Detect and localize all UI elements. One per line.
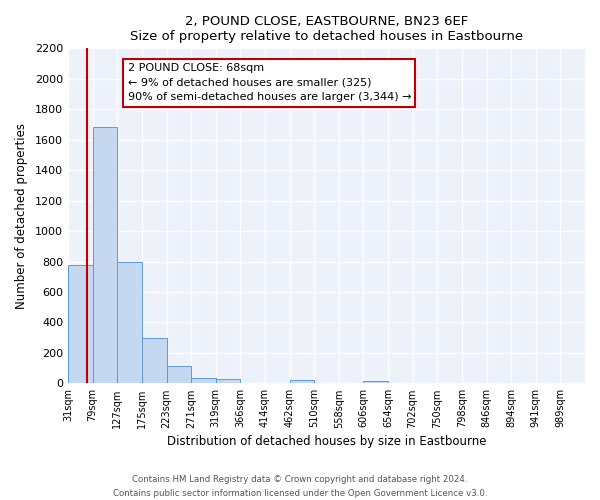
Y-axis label: Number of detached properties: Number of detached properties — [15, 123, 28, 309]
Bar — [216, 379, 241, 384]
Bar — [117, 262, 142, 384]
X-axis label: Distribution of detached houses by size in Eastbourne: Distribution of detached houses by size … — [167, 434, 486, 448]
Bar — [290, 380, 314, 384]
Bar — [364, 380, 388, 384]
Title: 2, POUND CLOSE, EASTBOURNE, BN23 6EF
Size of property relative to detached house: 2, POUND CLOSE, EASTBOURNE, BN23 6EF Siz… — [130, 15, 523, 43]
Bar — [68, 266, 92, 384]
Bar — [92, 127, 117, 384]
Text: 2 POUND CLOSE: 68sqm
← 9% of detached houses are smaller (325)
90% of semi-detac: 2 POUND CLOSE: 68sqm ← 9% of detached ho… — [128, 64, 411, 102]
Bar — [167, 366, 191, 384]
Bar — [191, 378, 216, 384]
Bar — [142, 338, 167, 384]
Text: Contains HM Land Registry data © Crown copyright and database right 2024.
Contai: Contains HM Land Registry data © Crown c… — [113, 476, 487, 498]
